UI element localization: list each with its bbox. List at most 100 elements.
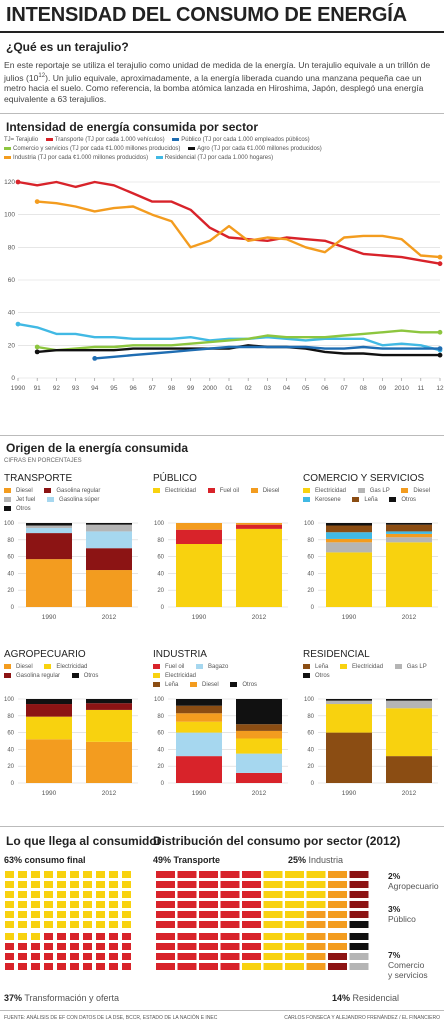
y-tick-label: 80 [307,538,314,544]
consumo-final-text: consumo final [24,855,86,865]
waffle-cell [70,963,79,970]
waffle-cell [57,963,66,970]
legend-entry: Gasolina regular [44,487,105,494]
legend-entry: Electricidad [303,487,351,494]
waffle-cell [177,891,197,898]
legend-label: Industria (TJ por cada ¢1.000 millones p… [13,155,149,161]
waffle-charts [5,871,369,970]
bar-segment [86,570,132,607]
waffle-cell [109,921,118,928]
y-tick-label: 80 [7,538,14,544]
legend-swatch [352,496,360,502]
legend-swatch [44,487,52,493]
legend-swatch [303,672,310,678]
waffle-cell [83,933,92,940]
legend-entry: Diesel [4,663,38,670]
waffle-cell [242,891,261,898]
x-tick-label: 07 [340,385,348,392]
x-tick-label: 2012 [402,790,417,797]
waffle-cell [285,963,304,970]
legend-publico: Público (TJ por cada 1.000 empleados púb… [172,137,310,143]
waffle-cell [31,943,40,950]
x-tick-label: 04 [283,385,291,392]
legend-label: Otros [242,682,258,688]
legend-residencial: Residencial (TJ por cada 1.000 hogares) [155,155,273,161]
waffle-cell [306,891,326,898]
legend-label: Gasolina súper [59,497,100,503]
waffle-cell [199,943,218,950]
residencial-waffle-label: 14% Residencial [332,993,399,1003]
waffle-cell [83,943,92,950]
transformacion-text: Transformación y oferta [24,993,120,1003]
waffle-cell [109,911,118,918]
waffle-cell [306,921,326,928]
waffle-cell [109,881,118,888]
bar-segment [386,531,432,534]
waffle-cell [44,933,53,940]
legend-swatch [4,487,11,493]
y-tick-label: 40 [8,310,16,317]
residencial-waffle-text: Residencial [352,993,400,1003]
waffle-cell [31,911,40,918]
x-tick-label: 95 [110,385,118,392]
series-end-point [437,254,443,260]
y-tick-label: 0 [161,781,165,787]
waffle-cell [109,933,118,940]
x-tick-label: 02 [245,385,253,392]
legend-swatch [303,487,310,493]
waffle-cell [18,911,27,918]
waffle-cell [70,891,79,898]
waffle-cell [177,933,197,940]
waffle-cell [96,891,105,898]
waffle-cell [285,871,304,878]
bar-segment [326,523,372,526]
waffle-cell [70,901,79,908]
bar-segment [26,533,72,560]
waffle-cell [349,921,369,928]
bar-segment [326,704,372,733]
bar-segment [326,538,372,543]
waffle-cell [242,953,261,960]
legend-label: Electricidad [56,664,88,670]
waffle-cell [177,901,197,908]
waffle-cell [156,943,175,950]
y-tick-label: 80 [157,538,164,544]
intro-part-2: ). Un julio equivale, aproximadamente, a… [4,72,424,104]
waffle-cell [263,891,283,898]
waffle-cell [349,911,369,918]
waffle-cell [5,963,14,970]
legend-swatch [207,487,215,493]
waffle-cell [83,871,92,878]
waffle-cell [44,891,53,898]
residencial-waffle-pct: 14% [332,993,351,1003]
legend-entry: Otros [389,496,421,503]
waffle-cell [220,891,240,898]
section-divider [0,826,444,827]
bar-segment [386,756,432,783]
section-divider [0,113,444,114]
legend-label: Transporte (TJ por cada 1.000 vehículos) [54,137,165,143]
waffle-cell [306,901,326,908]
waffle-cell [83,963,92,970]
waffle-cell [156,963,175,970]
bar-segment [236,524,282,529]
x-tick-label: 2012 [402,614,417,621]
comercio-waffle-text2: y servicios [388,970,428,980]
x-tick-label: 03 [264,385,272,392]
waffle-cell [349,891,369,898]
legend-entry: Electricidad [340,663,388,670]
waffle-cell [285,921,304,928]
waffle-cell [220,901,240,908]
intro-text: En este reportaje se utiliza el terajuli… [4,60,440,104]
legend-swatch [155,155,163,159]
waffle-cell [306,911,326,918]
y-tick-label: 0 [311,605,315,611]
waffle-cell [220,963,240,970]
legend-transporte-sector: Diesel Gasolina regular Jet fuel Gasolin… [4,487,144,514]
legend-entry: Fuel oil [207,487,244,494]
waffle-cell [109,891,118,898]
legend-label: Kerosene [315,497,341,503]
y-tick-label: 40 [7,747,14,753]
legend-agro: Agro (TJ por cada ¢1.000 millones produc… [188,146,322,152]
legend-entry: Leña [303,663,333,670]
